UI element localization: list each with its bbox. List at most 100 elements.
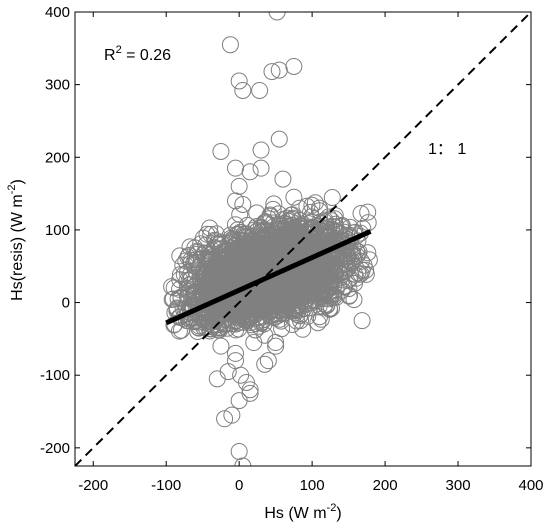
scatter-point [241,384,259,402]
x-axis-title-superscript: -2 [327,502,337,514]
scatter-point [308,236,326,254]
scatter-point [212,142,230,160]
y-tick-label: 100 [45,222,70,239]
r-squared-value: = 0.26 [122,47,171,64]
x-tick-label: 200 [373,477,398,494]
scatter-point [186,239,204,257]
scatter-point [315,227,332,244]
scatter-point [267,334,285,352]
scatter-point [214,252,232,270]
scatter-point [227,352,245,370]
scatter-point [243,247,261,265]
x-tick-label: -100 [151,477,181,494]
scatter-point [312,284,330,302]
scatter-point [270,130,288,148]
scatter-point [291,284,309,302]
scatter-point [227,344,245,362]
scatter-point [301,299,318,317]
scatter-point [252,159,270,177]
r-squared-annotation: R2 = 0.26 [104,44,171,64]
scatter-point [223,315,241,333]
scatter-point [247,315,265,332]
scatter-point [199,252,217,270]
scatter-point [216,410,234,428]
scatter-point [245,334,263,352]
scatter-point [221,36,239,54]
scatter-point [316,261,334,279]
scatter-point [234,457,252,466]
scatter-point [239,244,257,261]
scatter-point [259,352,277,370]
scatter-point [261,302,279,320]
scatter-point [267,337,285,355]
scatter-point [230,177,248,195]
scatter-point [340,287,358,305]
scatter-point [274,220,292,238]
scatter-point [214,236,232,254]
scatter-point [252,246,269,264]
scatter-point [293,264,311,282]
scatter-point [350,243,368,261]
y-tick-label: 0 [62,295,70,312]
scatter-point [355,256,373,274]
scatter-point [178,305,196,323]
scatter-point [263,63,281,81]
scatter-point [171,280,188,298]
scatter-cloud [163,189,378,340]
scatter-point [315,298,333,316]
scatter-point [284,284,301,302]
scatter-point [244,304,262,322]
scatter-point [321,277,339,295]
one-to-one-label: 1： 1 [428,141,466,158]
y-tick-label: -100 [40,367,70,384]
scatter-point [170,308,188,326]
scatter-point [309,261,327,279]
scatter-point [258,284,276,302]
scatter-point [270,287,288,304]
x-tick-label: 100 [300,477,325,494]
x-axis: -200 -100 0 100 200 300 400 [78,12,544,494]
y-axis-title-superscript: -2 [6,184,18,194]
scatter-point [171,247,189,265]
scatter-point [256,236,274,254]
y-tick-label: 300 [45,77,70,94]
x-tick-label: 400 [518,477,543,494]
plot-frame [74,11,532,467]
scatter-point [305,264,323,282]
scatter-point [323,189,341,206]
scatter-point [251,81,269,99]
scatter-point [305,282,322,300]
y-tick-label: 200 [45,149,70,166]
scatter-point [241,163,259,181]
scatter-point [326,215,344,233]
scatter-point [346,275,363,292]
x-tick-label: 0 [235,477,243,494]
scatter-point [198,225,216,243]
scatter-point [172,288,190,306]
scatter-point [171,271,189,289]
scatter-point [315,285,333,303]
scatter-point [357,265,375,283]
scatter-point [311,308,329,326]
scatter-point [325,288,343,306]
y-axis-title-base: Hs(resis) (W m [9,194,26,301]
scatter-point [256,326,274,344]
scatter-point [182,265,200,283]
scatter-point [352,205,370,222]
y-tick-label: 400 [45,4,70,21]
x-axis-title: Hs (W m-2) [264,502,341,522]
scatter-point [236,241,254,259]
x-tick-label: 300 [446,477,471,494]
scatter-point [309,314,327,332]
scatter-point [231,261,249,279]
scatter-point [287,286,305,304]
scatter-point [227,261,244,279]
scatter-point [208,370,226,388]
scatter-point [248,204,266,222]
scatter-point [226,216,244,234]
scatter-point [340,271,358,288]
scatter-point [285,57,303,75]
scatter-point [245,260,262,278]
scatter-point [274,170,292,188]
